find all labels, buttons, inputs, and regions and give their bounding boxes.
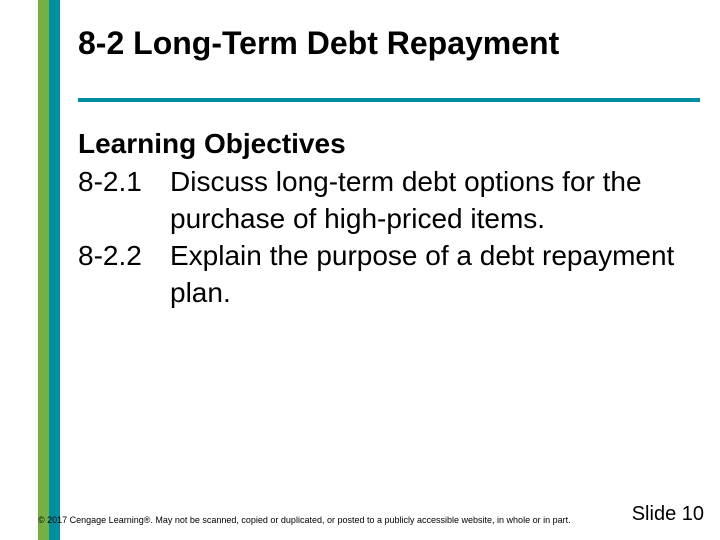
objective-row: 8-2.1 Discuss long-term debt options for… <box>78 164 696 238</box>
objective-text: Discuss long-term debt options for the p… <box>170 164 696 238</box>
content-area: Learning Objectives 8-2.1 Discuss long-t… <box>78 128 696 312</box>
slide-number: Slide 10 <box>632 503 704 526</box>
vertical-accent-bar <box>38 0 60 540</box>
objective-text: Explain the purpose of a debt repayment … <box>170 238 696 312</box>
slide-title: 8-2 Long-Term Debt Repayment <box>78 24 700 62</box>
title-area: 8-2 Long-Term Debt Repayment <box>78 24 700 62</box>
title-underline-rule <box>78 98 700 102</box>
objective-row: 8-2.2 Explain the purpose of a debt repa… <box>78 238 696 312</box>
objective-number: 8-2.2 <box>78 238 170 312</box>
accent-teal-stripe <box>49 0 60 540</box>
copyright-text: © 2017 Cengage Learning®. May not be sca… <box>38 515 571 526</box>
footer: © 2017 Cengage Learning®. May not be sca… <box>38 503 704 526</box>
accent-green-stripe <box>38 0 49 540</box>
objective-number: 8-2.1 <box>78 164 170 238</box>
learning-objectives-heading: Learning Objectives <box>78 128 696 160</box>
